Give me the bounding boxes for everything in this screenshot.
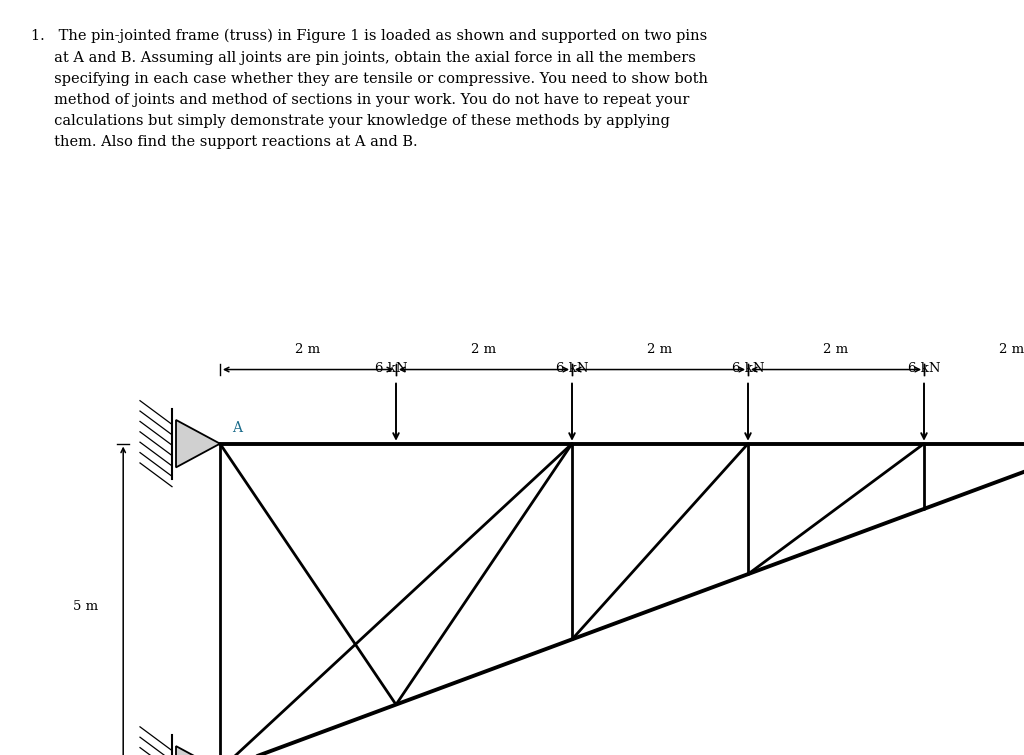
Polygon shape bbox=[176, 420, 220, 467]
Text: 2 m: 2 m bbox=[471, 344, 497, 356]
Polygon shape bbox=[176, 746, 220, 755]
Text: 6 kN: 6 kN bbox=[907, 362, 940, 374]
Text: 2 m: 2 m bbox=[823, 344, 849, 356]
Text: 5 m: 5 m bbox=[73, 600, 98, 613]
Text: 6 kN: 6 kN bbox=[732, 362, 764, 374]
Text: 2 m: 2 m bbox=[647, 344, 673, 356]
Text: 1.   The pin-jointed frame (truss) in Figure 1 is loaded as shown and supported : 1. The pin-jointed frame (truss) in Figu… bbox=[31, 29, 708, 149]
Text: 2 m: 2 m bbox=[999, 344, 1024, 356]
Text: 6 kN: 6 kN bbox=[556, 362, 588, 374]
Text: 2 m: 2 m bbox=[296, 344, 321, 356]
Text: 6 kN: 6 kN bbox=[375, 362, 408, 374]
Text: A: A bbox=[232, 421, 242, 435]
